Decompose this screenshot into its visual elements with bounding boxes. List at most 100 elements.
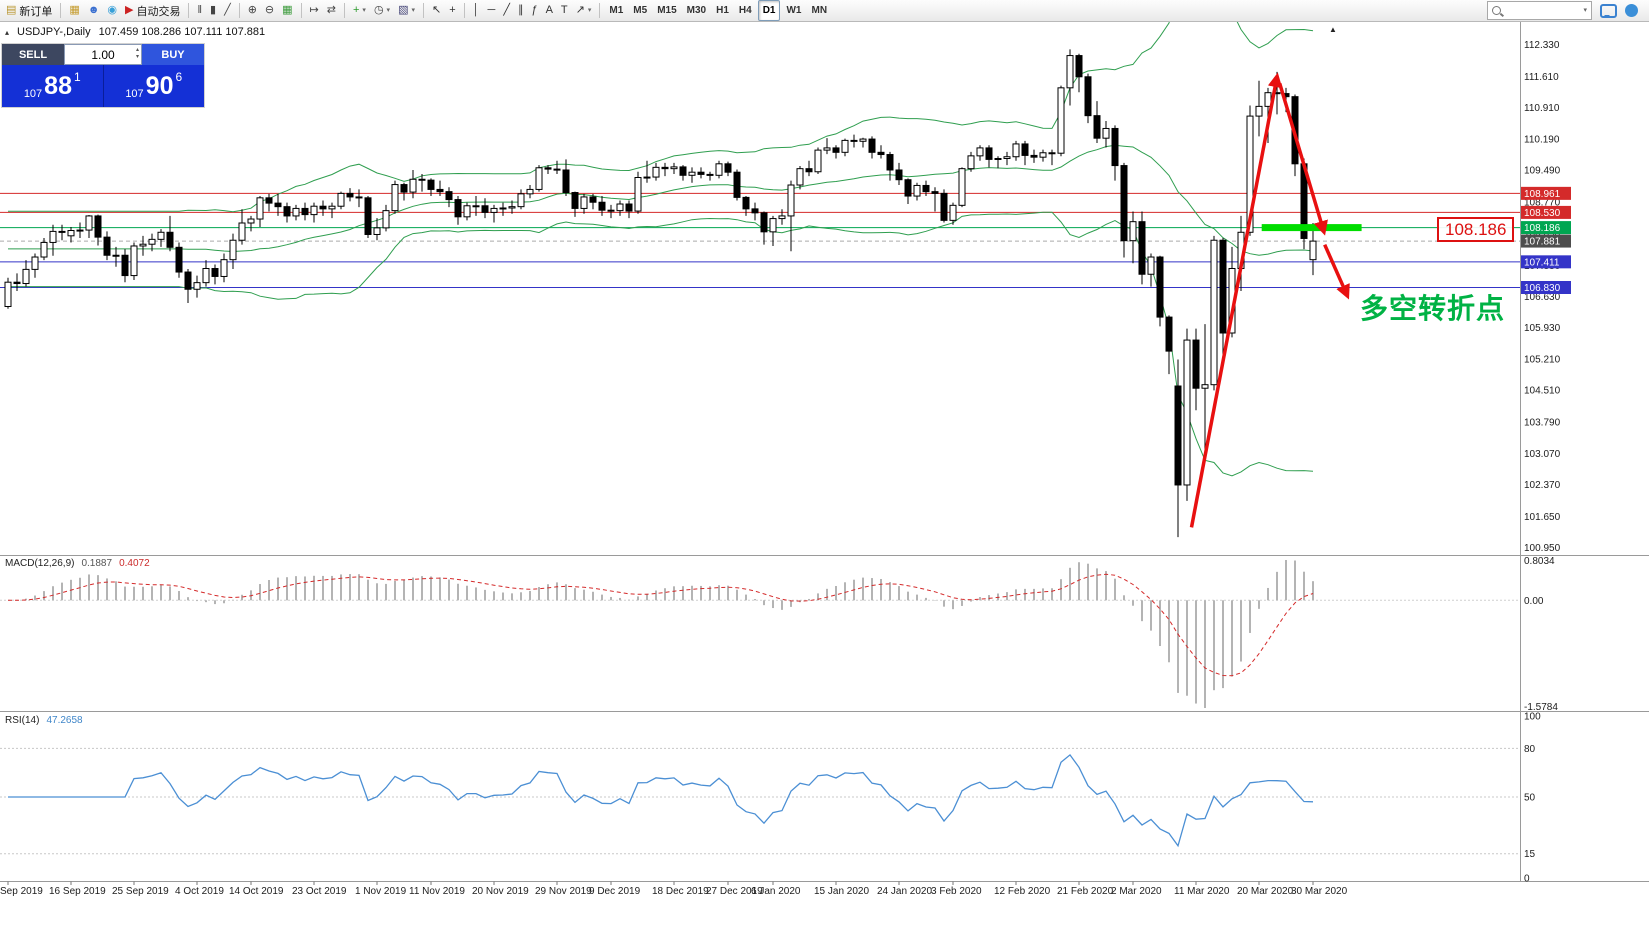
symbol-period-label: USDJPY-,Daily	[17, 26, 91, 38]
symbol-marker-icon: ▴	[5, 27, 10, 37]
rsi-layer	[0, 747, 1520, 855]
chat-icon[interactable]	[1600, 3, 1617, 18]
cursor-button[interactable]: ↖	[429, 1, 444, 20]
fibonacci-button[interactable]: ƒ	[528, 1, 540, 20]
volume-value: 1.00	[91, 47, 115, 62]
timeframe-w1-button[interactable]: W1	[786, 5, 802, 16]
shapes-button[interactable]: ↗ ▾	[573, 1, 595, 20]
community-icon[interactable]	[1625, 4, 1638, 17]
bar-chart-button[interactable]: ‖	[194, 1, 205, 20]
svg-text:11 Mar 2020: 11 Mar 2020	[1174, 886, 1230, 897]
buy-price[interactable]: 107 90 6	[104, 65, 205, 107]
svg-text:9 Dec 2019: 9 Dec 2019	[589, 886, 641, 897]
trendline-icon: ╱	[503, 4, 510, 16]
dropdown-caret-icon: ▾	[587, 7, 592, 14]
label-button[interactable]: T	[558, 1, 571, 20]
crosshair-button[interactable]: +	[446, 1, 458, 20]
toolbar-separator	[300, 3, 302, 18]
search-caret-icon[interactable]: ▾	[1583, 7, 1587, 14]
search-box[interactable]: ▾	[1487, 1, 1592, 20]
trend-arrow	[1189, 72, 1283, 528]
svg-text:16 Sep 2019: 16 Sep 2019	[49, 886, 106, 897]
chart-shift-icon: ⇄	[326, 4, 336, 16]
periods-button[interactable]: ◷ ▾	[371, 1, 393, 20]
auto-trading-button-label: 自动交易	[136, 5, 181, 18]
svg-text:106.830: 106.830	[1524, 283, 1561, 294]
help-button[interactable]: ◉	[104, 1, 120, 20]
timeframe-m5-button[interactable]: M5	[633, 5, 648, 16]
auto-trading-icon: ▶	[125, 4, 134, 16]
svg-text:21 Feb 2020: 21 Feb 2020	[1057, 886, 1114, 897]
timeframe-m1-button[interactable]: M1	[609, 5, 624, 16]
chart-shift-marker-icon[interactable]: ▲	[1329, 25, 1337, 34]
trend-arrows[interactable]	[1189, 72, 1350, 528]
price-callout-label[interactable]: 108.186	[1437, 217, 1515, 242]
rsi-value: 47.2658	[46, 715, 83, 726]
new-chart-button[interactable]: + ▾	[350, 1, 369, 20]
channel-button[interactable]: ∥	[515, 1, 527, 20]
auto-scroll-button[interactable]: ↦	[307, 1, 322, 20]
spin-up-icon[interactable]: ▴	[135, 47, 139, 53]
auto-trading-button[interactable]: ▶ 自动交易	[122, 1, 183, 20]
svg-text:101.650: 101.650	[1524, 512, 1561, 523]
charts-button[interactable]: ▦	[66, 1, 82, 20]
spin-down-icon[interactable]: ▾	[135, 54, 139, 60]
timeframe-mn-button[interactable]: MN	[811, 5, 828, 16]
panel-frame	[0, 22, 1649, 882]
svg-text:109.490: 109.490	[1524, 165, 1561, 176]
new-order-button-label: 新订单	[19, 5, 53, 18]
profile-button[interactable]: ☻	[85, 1, 103, 20]
sell-price-int: 107	[23, 88, 43, 100]
support-zone-highlight[interactable]	[1261, 224, 1362, 232]
timeframe-h1-button[interactable]: H1	[716, 5, 729, 16]
zoom-out-button[interactable]: ⊖	[262, 1, 277, 20]
svg-text:103.790: 103.790	[1524, 417, 1561, 428]
search-input[interactable]	[1505, 3, 1580, 18]
vertical-line-button[interactable]: │	[470, 1, 483, 20]
trade-prices-row: 107 88 1 107 90 6	[2, 65, 204, 107]
price-chart-canvas[interactable]: 112.330 111.610 110.910 110.190 109.490 108.7…	[0, 22, 1649, 944]
timeframe-m15-button[interactable]: M15	[657, 5, 677, 16]
new-order-button[interactable]: ▤ 新订单	[3, 1, 55, 20]
toolbar-separator	[343, 3, 345, 18]
svg-text:23 Oct 2019: 23 Oct 2019	[292, 886, 347, 897]
volume-input[interactable]: 1.00 ▴ ▾	[64, 44, 142, 65]
line-chart-button[interactable]: ╱	[221, 1, 234, 20]
timeframe-h4-button[interactable]: H4	[738, 5, 752, 16]
templates-button[interactable]: ▧ ▾	[395, 1, 418, 20]
buy-button[interactable]: BUY	[142, 44, 204, 65]
dropdown-caret-icon: ▾	[362, 7, 366, 14]
svg-text:30 Mar 2020: 30 Mar 2020	[1291, 886, 1348, 897]
toolbar-separator	[238, 3, 240, 18]
chart-shift-button[interactable]: ⇄	[324, 1, 339, 20]
zoom-in-button[interactable]: ⊕	[245, 1, 260, 20]
macd-value: 0.1887	[81, 558, 113, 569]
turning-point-annotation[interactable]: 多空转折点	[1360, 293, 1506, 324]
svg-text:29 Nov 2019: 29 Nov 2019	[535, 886, 592, 897]
cursor-icon: ↖	[431, 4, 442, 16]
trend-arrow	[1323, 243, 1350, 300]
sell-price-frac: 1	[73, 70, 81, 84]
horizontal-level-lines[interactable]	[0, 192, 1520, 288]
timeframe-d1-button[interactable]: D1	[757, 0, 781, 21]
svg-text:6 Jan 2020: 6 Jan 2020	[751, 886, 801, 897]
tile-windows-button[interactable]: ▦	[279, 1, 295, 20]
horizontal-line-button[interactable]: ─	[485, 1, 499, 20]
rsi-name: RSI(14)	[5, 715, 40, 726]
charts-icon: ▦	[69, 4, 80, 16]
candlestick-chart-icon: ▮	[210, 4, 217, 16]
chart-ohlc-header: ▴ USDJPY-,Daily 107.459 108.286 107.111 …	[5, 26, 265, 38]
svg-text:0.8034: 0.8034	[1524, 556, 1555, 567]
text-button[interactable]: A	[543, 1, 556, 20]
bollinger-bands	[8, 22, 1314, 477]
timeframe-m30-button[interactable]: M30	[686, 5, 707, 16]
candlestick-chart-button[interactable]: ▮	[207, 1, 219, 20]
sell-button[interactable]: SELL	[2, 44, 64, 65]
svg-text:0: 0	[1524, 874, 1530, 885]
templates-icon: ▧	[398, 4, 409, 16]
sell-price[interactable]: 107 88 1	[2, 65, 104, 107]
trend-arrow	[1278, 82, 1328, 236]
trendline-button[interactable]: ╱	[500, 1, 513, 20]
volume-spinner[interactable]: ▴ ▾	[136, 47, 139, 61]
candles-layer	[4, 49, 1317, 538]
